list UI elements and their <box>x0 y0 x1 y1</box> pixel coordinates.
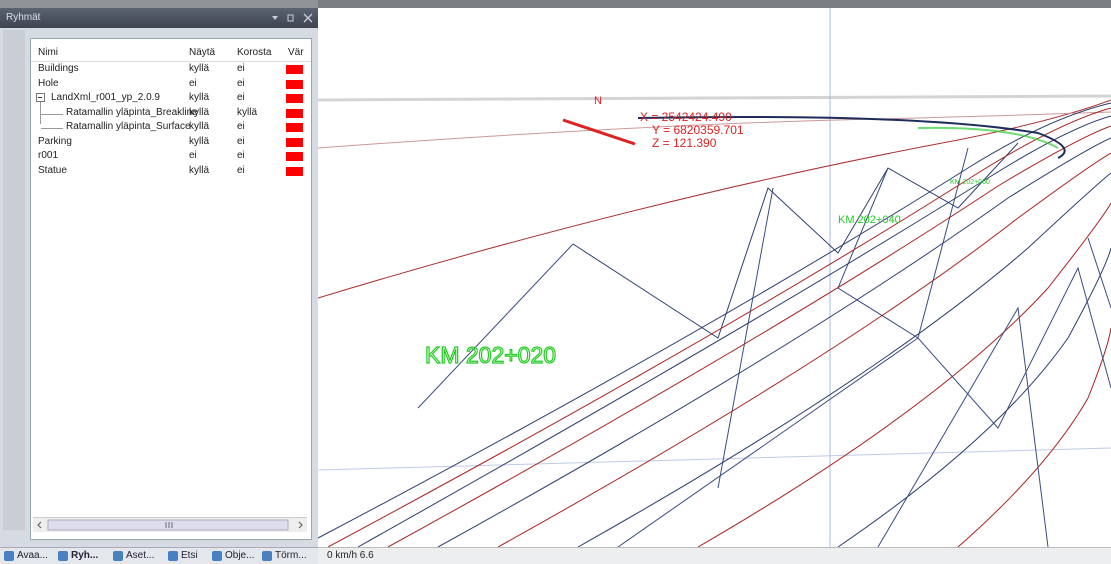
tab[interactable]: Ryh... <box>58 550 98 561</box>
status-text: 0 km/h 6.6 <box>327 550 374 561</box>
row-name[interactable]: LandXml_r001_yp_2.0.9 <box>51 92 160 103</box>
row-highlight[interactable]: ei <box>237 150 245 161</box>
header-line <box>31 61 311 62</box>
row-highlight[interactable]: ei <box>237 78 245 89</box>
status-bar: 0 km/h 6.6 <box>318 547 1111 564</box>
window-buttons[interactable] <box>270 12 315 24</box>
row-visible[interactable]: kyllä <box>189 92 209 103</box>
wireframe: N X = 2542424.490 Y = 6820359.701 Z = 12… <box>318 8 1111 547</box>
3d-viewport[interactable]: N X = 2542424.490 Y = 6820359.701 Z = 12… <box>318 8 1111 547</box>
station-label: KM 202+040 <box>838 214 901 226</box>
column-header[interactable]: Nimi <box>38 47 58 58</box>
row-visible[interactable]: kyllä <box>189 165 209 176</box>
tab[interactable]: Aset... <box>113 550 154 561</box>
color-swatch[interactable] <box>286 80 303 89</box>
row-name[interactable]: Ratamallin yläpinta_Breakline <box>66 107 198 118</box>
panel-title: Ryhmät <box>6 8 40 28</box>
column-header[interactable]: Näytä <box>189 47 215 58</box>
scrollbar[interactable] <box>33 517 307 532</box>
color-swatch[interactable] <box>286 94 303 103</box>
groups-panel: Ryhmät Nimi Näytä Korosta Vär Buildings k… <box>0 8 318 547</box>
row-highlight[interactable]: ei <box>237 121 245 132</box>
row-name[interactable]: Statue <box>38 165 67 176</box>
tree-line <box>41 128 63 129</box>
group-list: Nimi Näytä Korosta Vär Buildings kyllä ei H… <box>30 38 312 540</box>
row-visible[interactable]: ei <box>189 150 197 161</box>
row-visible[interactable]: ei <box>189 78 197 89</box>
row-visible[interactable]: kyllä <box>189 107 209 118</box>
scene-strip <box>0 0 318 8</box>
row-name[interactable]: Parking <box>38 136 72 147</box>
color-swatch[interactable] <box>286 152 303 161</box>
tab[interactable]: Avaa... <box>4 550 48 561</box>
tab-bar: Avaa... Ryh... Aset... Etsi Obje... Törm... <box>0 547 318 564</box>
column-header[interactable]: Korosta <box>237 47 271 58</box>
row-visible[interactable]: kyllä <box>189 63 209 74</box>
z-coordinate: Z = 121.390 <box>652 136 717 150</box>
tab[interactable]: Törm... <box>262 550 307 561</box>
color-swatch[interactable] <box>286 138 303 147</box>
color-swatch[interactable] <box>286 167 303 176</box>
tab[interactable]: Etsi <box>168 550 198 561</box>
row-name[interactable]: Hole <box>38 78 59 89</box>
tab[interactable]: Obje... <box>212 550 254 561</box>
row-highlight[interactable]: kyllä <box>237 107 257 118</box>
row-highlight[interactable]: ei <box>237 136 245 147</box>
north-label: N <box>594 95 602 107</box>
station-label: KM 202+060 <box>950 179 990 186</box>
row-highlight[interactable]: ei <box>237 63 245 74</box>
expander-minus <box>38 97 42 98</box>
panel-gutter <box>3 30 25 530</box>
color-swatch[interactable] <box>286 65 303 74</box>
y-coordinate: Y = 6820359.701 <box>652 123 744 137</box>
x-coordinate: X = 2542424.490 <box>640 110 732 124</box>
row-highlight[interactable]: ei <box>237 92 245 103</box>
row-visible[interactable]: kyllä <box>189 136 209 147</box>
color-swatch[interactable] <box>286 123 303 132</box>
screen: Ryhmät Nimi Näytä Korosta Vär Buildings k… <box>0 0 1111 563</box>
row-highlight[interactable]: ei <box>237 165 245 176</box>
scrollbar-parts <box>33 518 307 532</box>
row-name[interactable]: Ratamallin yläpinta_Surface <box>66 121 191 132</box>
row-name[interactable]: Buildings <box>38 63 79 74</box>
row-name[interactable]: r001 <box>38 150 58 161</box>
color-swatch[interactable] <box>286 109 303 118</box>
station-label: KM 202+020 <box>425 342 556 368</box>
tree-line <box>41 114 63 115</box>
row-visible[interactable]: kyllä <box>189 121 209 132</box>
panel-titlebar: Ryhmät <box>0 8 318 28</box>
column-header[interactable]: Vär <box>288 47 310 58</box>
tree-line <box>40 102 41 124</box>
